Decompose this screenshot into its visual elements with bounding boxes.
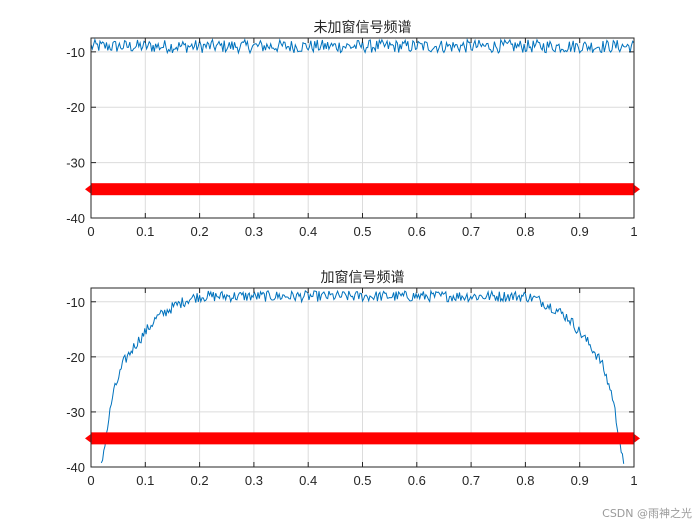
x-tick-label: 0.1 [136, 473, 154, 488]
x-tick-label: 0.5 [353, 473, 371, 488]
y-tick-label: -10 [66, 45, 85, 60]
series-line [100, 289, 625, 464]
chart-title: 未加窗信号频谱 [314, 19, 412, 36]
chart-title: 加窗信号频谱 [321, 269, 405, 286]
x-tick-label: 0.8 [516, 224, 534, 239]
x-tick-label: 0.4 [299, 473, 317, 488]
chart-panel-windowed: 0 0.1 0.2 0.3 0.4 0.5 0.6 0.7 0.8 0.9 1 -40 -30 -20 -1… [66, 269, 640, 488]
x-tick-label: 0.6 [408, 473, 426, 488]
x-tick-label: 0.5 [353, 224, 371, 239]
y-tick-label: -10 [66, 295, 85, 310]
y-tick-label: -30 [66, 156, 85, 171]
watermark: CSDN @雨神之光 [602, 507, 692, 520]
reference-band [91, 183, 634, 196]
x-tick-label: 1 [630, 473, 637, 488]
x-tick-label: 0.6 [408, 224, 426, 239]
x-tick-label: 0.4 [299, 224, 317, 239]
y-tick-label: -40 [66, 211, 85, 226]
x-tick-label: 0 [87, 224, 94, 239]
reference-band-end-marker [632, 183, 640, 196]
y-tick-label: -30 [66, 405, 85, 420]
y-tick-label: -20 [66, 350, 85, 365]
x-tick-label: 0.2 [191, 473, 209, 488]
x-tick-label: 0.3 [245, 224, 263, 239]
reference-band-end-marker [632, 432, 640, 445]
x-tick-label: 0.2 [191, 224, 209, 239]
chart-panel-unwindowed: 0 0.1 0.2 0.3 0.4 0.5 0.6 0.7 0.8 0.9 1 -40 -30 -20 -1… [66, 19, 640, 239]
x-tick-label: 0.1 [136, 224, 154, 239]
x-tick-label: 0.7 [462, 224, 480, 239]
x-tick-label: 0.8 [516, 473, 534, 488]
x-tick-label: 0 [87, 473, 94, 488]
reference-band-start-marker [85, 432, 93, 445]
x-tick-label: 1 [630, 224, 637, 239]
reference-band [91, 432, 634, 445]
y-tick-label: -40 [66, 460, 85, 475]
x-tick-label: 0.9 [571, 224, 589, 239]
x-tick-label: 0.7 [462, 473, 480, 488]
x-tick-label: 0.9 [571, 473, 589, 488]
reference-band-start-marker [85, 183, 93, 196]
x-tick-label: 0.3 [245, 473, 263, 488]
y-tick-label: -20 [66, 100, 85, 115]
